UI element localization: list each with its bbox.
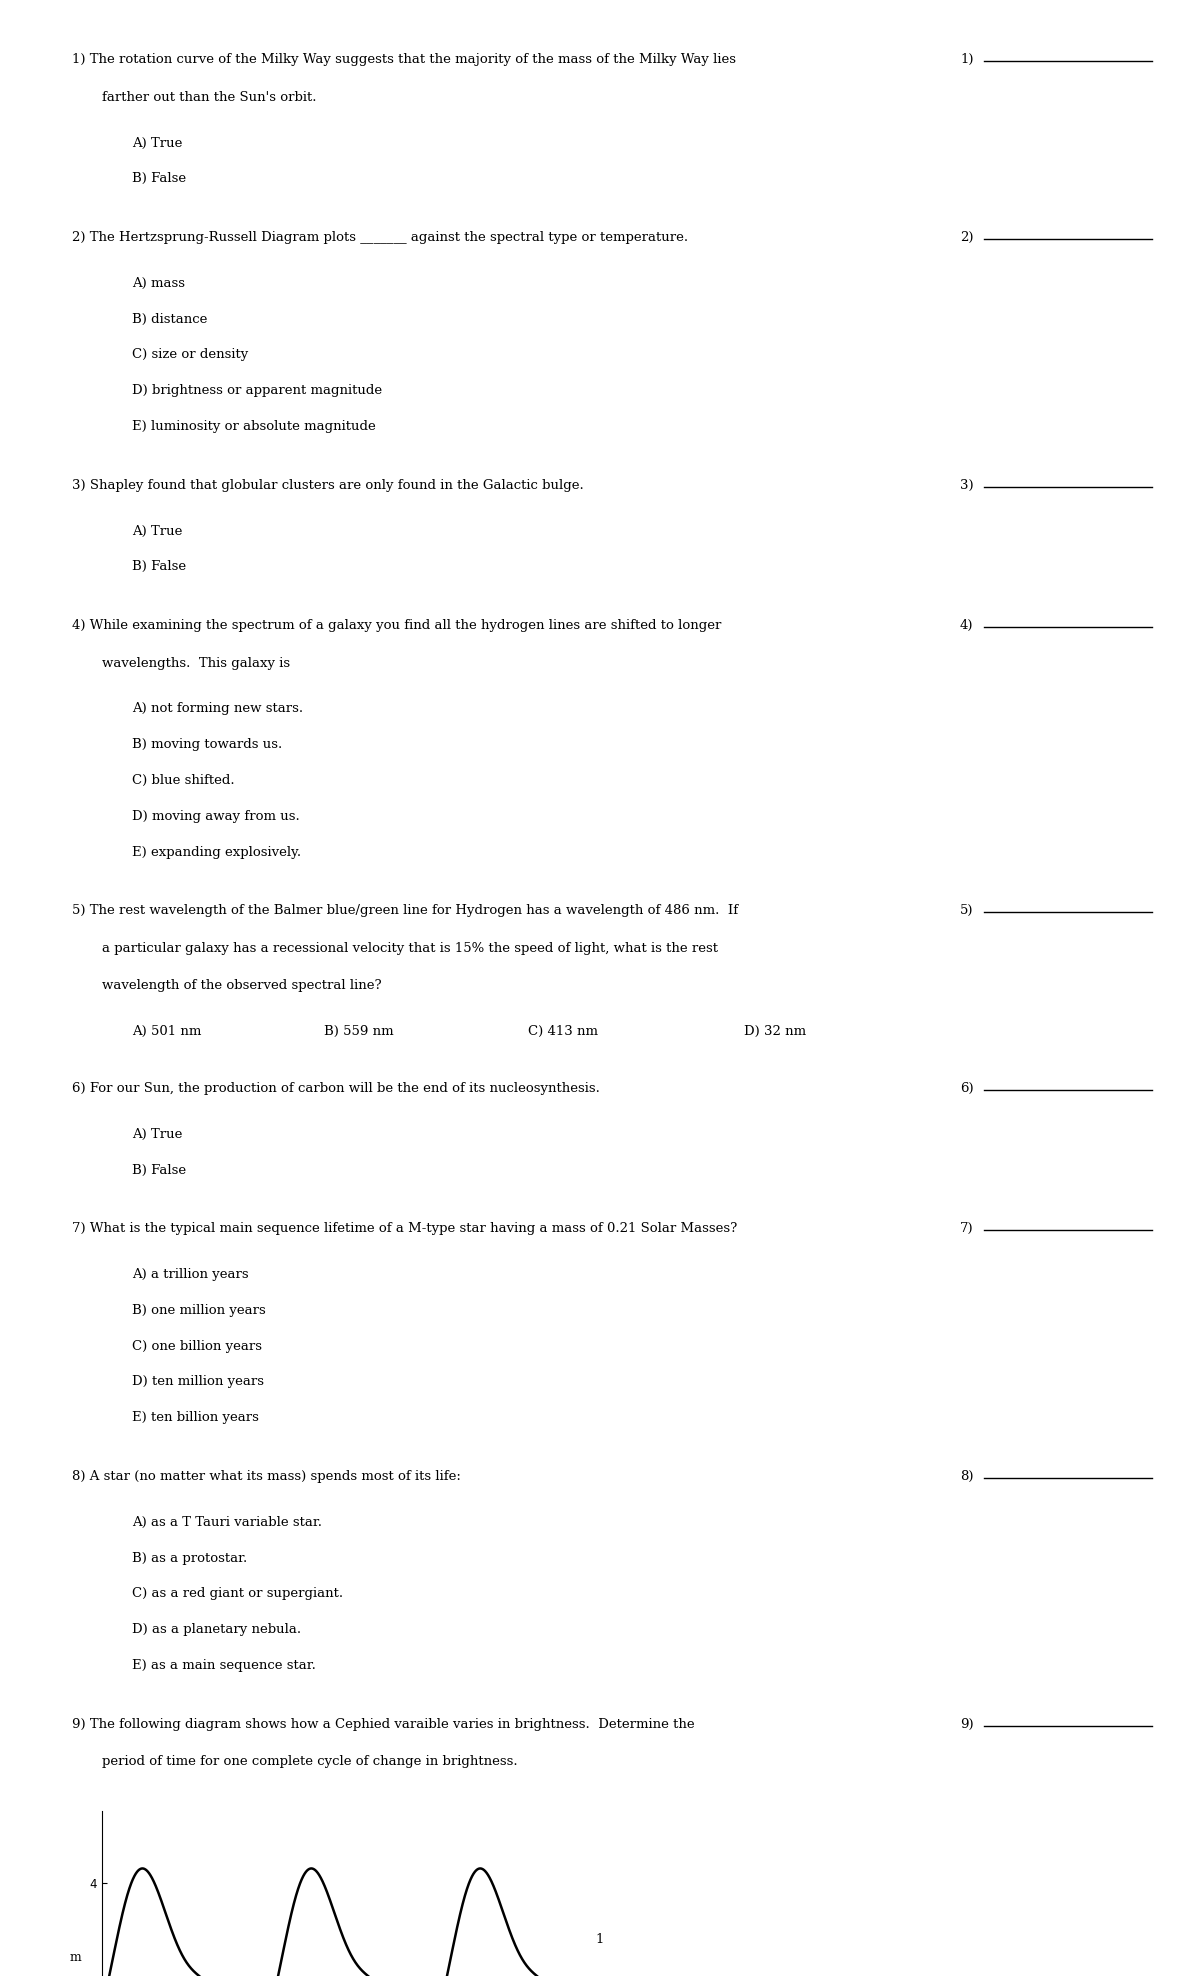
- Text: 2): 2): [960, 231, 973, 245]
- Text: C) one billion years: C) one billion years: [132, 1340, 262, 1354]
- Text: A) as a T Tauri variable star.: A) as a T Tauri variable star.: [132, 1516, 322, 1529]
- Text: B) one million years: B) one million years: [132, 1304, 265, 1316]
- Text: 4) While examining the spectrum of a galaxy you find all the hydrogen lines are : 4) While examining the spectrum of a gal…: [72, 618, 721, 632]
- Text: 5) The rest wavelength of the Balmer blue/green line for Hydrogen has a waveleng: 5) The rest wavelength of the Balmer blu…: [72, 905, 738, 917]
- Text: 1): 1): [960, 53, 973, 67]
- Text: farther out than the Sun's orbit.: farther out than the Sun's orbit.: [102, 91, 317, 105]
- Text: B) as a protostar.: B) as a protostar.: [132, 1551, 247, 1565]
- Text: E) luminosity or absolute magnitude: E) luminosity or absolute magnitude: [132, 421, 376, 433]
- Text: A) 501 nm: A) 501 nm: [132, 1026, 202, 1037]
- Text: wavelength of the observed spectral line?: wavelength of the observed spectral line…: [102, 980, 382, 992]
- Text: 9): 9): [960, 1717, 973, 1731]
- Text: B) moving towards us.: B) moving towards us.: [132, 737, 282, 751]
- Text: wavelengths.  This galaxy is: wavelengths. This galaxy is: [102, 656, 290, 670]
- Text: E) ten billion years: E) ten billion years: [132, 1411, 259, 1425]
- Text: E) expanding explosively.: E) expanding explosively.: [132, 846, 301, 860]
- Text: 8) A star (no matter what its mass) spends most of its life:: 8) A star (no matter what its mass) spen…: [72, 1470, 461, 1484]
- Text: D) moving away from us.: D) moving away from us.: [132, 810, 300, 822]
- Text: E) as a main sequence star.: E) as a main sequence star.: [132, 1660, 316, 1672]
- Text: 6) For our Sun, the production of carbon will be the end of its nucleosynthesis.: 6) For our Sun, the production of carbon…: [72, 1083, 600, 1095]
- Text: 6): 6): [960, 1083, 973, 1095]
- Text: D) ten million years: D) ten million years: [132, 1375, 264, 1389]
- Text: 2) The Hertzsprung-Russell Diagram plots _______ against the spectral type or te: 2) The Hertzsprung-Russell Diagram plots…: [72, 231, 688, 245]
- Text: A) mass: A) mass: [132, 277, 185, 290]
- Text: B) False: B) False: [132, 172, 186, 186]
- Text: C) blue shifted.: C) blue shifted.: [132, 775, 235, 786]
- Text: 7): 7): [960, 1223, 973, 1235]
- Text: C) size or density: C) size or density: [132, 348, 248, 362]
- Text: A) True: A) True: [132, 524, 182, 537]
- Text: 3) Shapley found that globular clusters are only found in the Galactic bulge.: 3) Shapley found that globular clusters …: [72, 478, 583, 492]
- Text: A) not forming new stars.: A) not forming new stars.: [132, 701, 304, 715]
- Text: C) as a red giant or supergiant.: C) as a red giant or supergiant.: [132, 1587, 343, 1601]
- Text: B) distance: B) distance: [132, 312, 208, 326]
- Text: 4): 4): [960, 618, 973, 632]
- Text: D) brightness or apparent magnitude: D) brightness or apparent magnitude: [132, 383, 382, 397]
- Text: A) a trillion years: A) a trillion years: [132, 1269, 248, 1280]
- Text: B) 559 nm: B) 559 nm: [324, 1026, 394, 1037]
- Text: a particular galaxy has a recessional velocity that is 15% the speed of light, w: a particular galaxy has a recessional ve…: [102, 943, 718, 954]
- Text: 8): 8): [960, 1470, 973, 1484]
- Text: 3): 3): [960, 478, 973, 492]
- Y-axis label: m: m: [70, 1950, 82, 1964]
- Text: D) as a planetary nebula.: D) as a planetary nebula.: [132, 1622, 301, 1636]
- Text: 1) The rotation curve of the Milky Way suggests that the majority of the mass of: 1) The rotation curve of the Milky Way s…: [72, 53, 736, 67]
- Text: 7) What is the typical main sequence lifetime of a M-type star having a mass of : 7) What is the typical main sequence lif…: [72, 1223, 737, 1235]
- Text: D) 32 nm: D) 32 nm: [744, 1026, 806, 1037]
- Text: B) False: B) False: [132, 561, 186, 573]
- Text: 5): 5): [960, 905, 973, 917]
- Text: C) 413 nm: C) 413 nm: [528, 1026, 598, 1037]
- Text: period of time for one complete cycle of change in brightness.: period of time for one complete cycle of…: [102, 1755, 517, 1769]
- Text: 1: 1: [596, 1933, 604, 1946]
- Text: 9) The following diagram shows how a Cephied varaible varies in brightness.  Det: 9) The following diagram shows how a Cep…: [72, 1717, 695, 1731]
- Text: B) False: B) False: [132, 1164, 186, 1176]
- Text: A) True: A) True: [132, 1128, 182, 1140]
- Text: A) True: A) True: [132, 136, 182, 150]
